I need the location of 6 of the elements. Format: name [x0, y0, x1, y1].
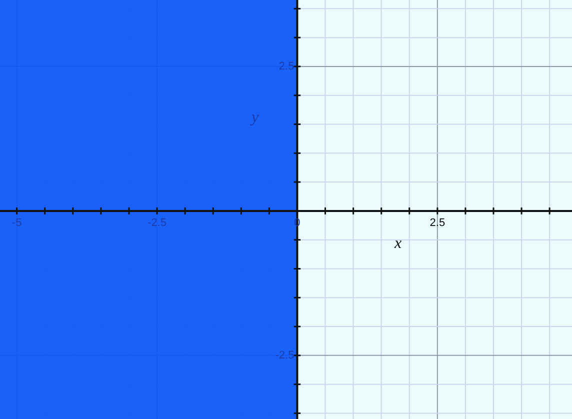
y-axis-title: y — [249, 109, 260, 126]
x-tick-label: 2.5 — [430, 216, 446, 229]
x-tick-label: -2.5 — [148, 216, 167, 229]
x-axis-title: x — [393, 235, 402, 252]
x-tick-label: 0 — [294, 216, 300, 229]
x-tick-label: -5 — [12, 216, 22, 229]
